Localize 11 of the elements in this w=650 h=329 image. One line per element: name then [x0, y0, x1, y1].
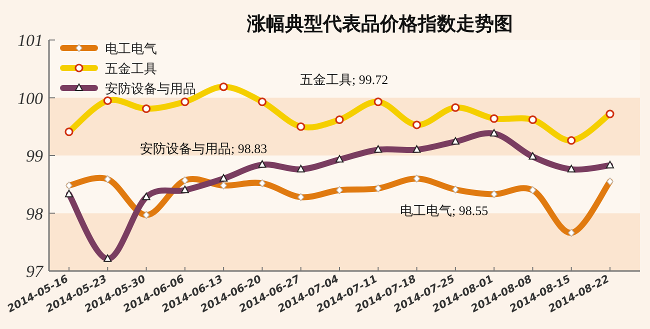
- y-tick-label: 101: [18, 31, 43, 50]
- chart-title: 涨幅典型代表品价格指数走势图: [246, 13, 513, 35]
- y-tick-label: 100: [18, 88, 44, 108]
- annotation: 安防设备与用品; 98.83: [140, 141, 268, 156]
- legend-label: 电工电气: [105, 41, 157, 56]
- y-tick-label: 99: [26, 146, 44, 166]
- annotation: 五金工具; 99.72: [300, 72, 388, 87]
- annotation: 电工电气; 98.55: [400, 203, 488, 218]
- y-tick-label: 98: [26, 204, 44, 224]
- legend-label: 安防设备与用品: [105, 81, 196, 96]
- legend-label: 五金工具: [105, 61, 157, 76]
